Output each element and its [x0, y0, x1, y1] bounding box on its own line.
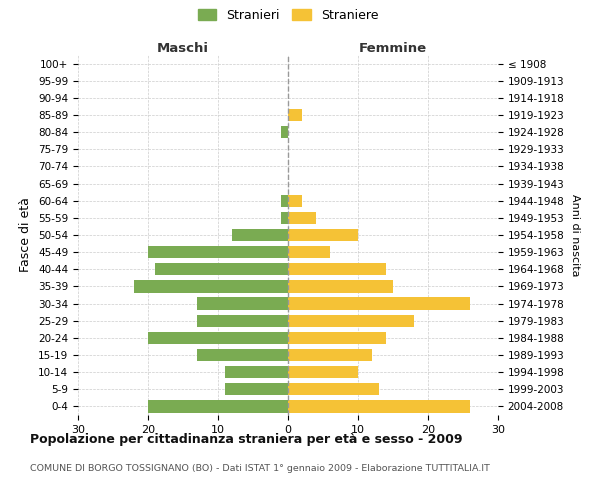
Bar	[148, 332, 288, 344]
Legend: Stranieri, Straniere: Stranieri, Straniere	[195, 6, 381, 24]
Bar	[281, 194, 288, 207]
Bar	[134, 280, 288, 292]
Bar	[197, 349, 288, 361]
Bar	[225, 383, 288, 396]
Bar	[288, 383, 379, 396]
Bar	[288, 298, 470, 310]
Bar	[288, 246, 330, 258]
Bar	[281, 126, 288, 138]
Bar	[232, 229, 288, 241]
Bar	[197, 298, 288, 310]
Bar	[225, 366, 288, 378]
Bar	[197, 314, 288, 327]
Text: COMUNE DI BORGO TOSSIGNANO (BO) - Dati ISTAT 1° gennaio 2009 - Elaborazione TUTT: COMUNE DI BORGO TOSSIGNANO (BO) - Dati I…	[30, 464, 490, 473]
Bar	[281, 212, 288, 224]
Text: Maschi: Maschi	[157, 42, 209, 55]
Y-axis label: Fasce di età: Fasce di età	[19, 198, 32, 272]
Bar	[288, 349, 372, 361]
Bar	[288, 366, 358, 378]
Bar	[288, 229, 358, 241]
Bar	[148, 246, 288, 258]
Bar	[288, 212, 316, 224]
Bar	[288, 314, 414, 327]
Text: Popolazione per cittadinanza straniera per età e sesso - 2009: Popolazione per cittadinanza straniera p…	[30, 432, 463, 446]
Bar	[288, 194, 302, 207]
Bar	[288, 400, 470, 412]
Y-axis label: Anni di nascita: Anni di nascita	[570, 194, 580, 276]
Text: Femmine: Femmine	[359, 42, 427, 55]
Bar	[288, 332, 386, 344]
Bar	[288, 109, 302, 121]
Bar	[155, 263, 288, 276]
Bar	[148, 400, 288, 412]
Bar	[288, 280, 393, 292]
Bar	[288, 263, 386, 276]
